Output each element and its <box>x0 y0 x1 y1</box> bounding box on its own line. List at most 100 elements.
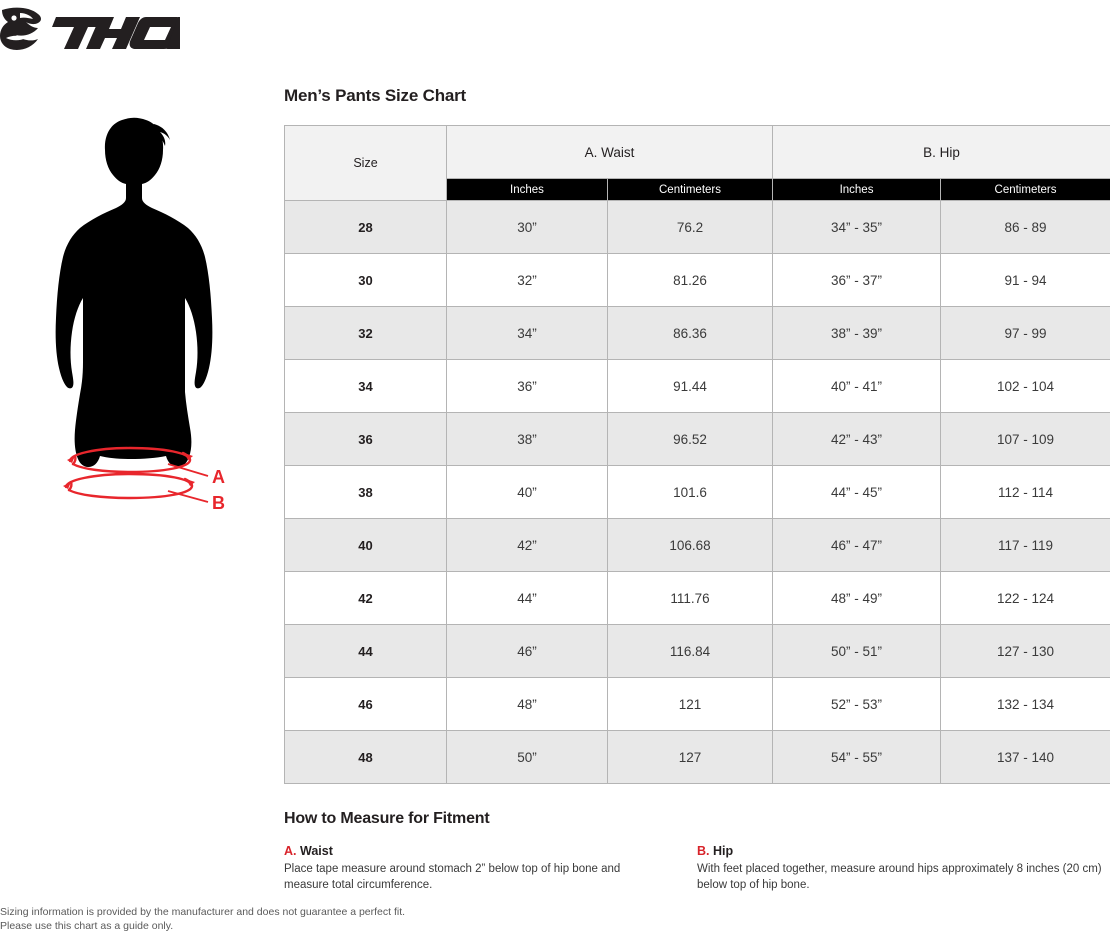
table-row: 34 36” 91.44 40” - 41” 102 - 104 <box>285 360 1110 413</box>
diagram-label-a: A <box>212 467 225 487</box>
how-to-item-waist: A. Waist Place tape measure around stoma… <box>284 844 697 893</box>
col-header-waist-centimeters: Centimeters <box>608 179 773 201</box>
table-head: Size A. Waist B. Hip Inches Centimeters … <box>285 126 1110 201</box>
cell-hip-inches: 44” - 45” <box>773 466 941 519</box>
cell-waist-inches: 40” <box>447 466 608 519</box>
how-to-name-waist: Waist <box>300 844 333 858</box>
male-body-silhouette-icon <box>56 118 213 691</box>
cell-hip-centimeters: 86 - 89 <box>941 201 1110 254</box>
col-header-hip-inches: Inches <box>773 179 941 201</box>
cell-hip-centimeters: 137 - 140 <box>941 731 1110 784</box>
cell-size: 38 <box>285 466 447 519</box>
cell-hip-inches: 40” - 41” <box>773 360 941 413</box>
table-row: 46 48” 121 52” - 53” 132 - 134 <box>285 678 1110 731</box>
cell-waist-inches: 48” <box>447 678 608 731</box>
cell-hip-inches: 52” - 53” <box>773 678 941 731</box>
how-to-item-hip: B. Hip With feet placed together, measur… <box>697 844 1110 893</box>
cell-waist-inches: 46” <box>447 625 608 678</box>
table-row: 30 32” 81.26 36” - 37” 91 - 94 <box>285 254 1110 307</box>
cell-hip-centimeters: 102 - 104 <box>941 360 1110 413</box>
cell-size: 42 <box>285 572 447 625</box>
cell-hip-inches: 48” - 49” <box>773 572 941 625</box>
table-row: 44 46” 116.84 50” - 51” 127 - 130 <box>285 625 1110 678</box>
col-header-hip-centimeters: Centimeters <box>941 179 1110 201</box>
cell-hip-inches: 54” - 55” <box>773 731 941 784</box>
cell-waist-centimeters: 96.52 <box>608 413 773 466</box>
thor-wordmark-icon <box>52 17 180 49</box>
diagram-label-b: B <box>212 493 225 513</box>
col-group-hip: B. Hip <box>773 126 1110 179</box>
cell-hip-centimeters: 97 - 99 <box>941 307 1110 360</box>
cell-waist-inches: 30” <box>447 201 608 254</box>
table-row: 42 44” 111.76 48” - 49” 122 - 124 <box>285 572 1110 625</box>
cell-hip-centimeters: 91 - 94 <box>941 254 1110 307</box>
how-to-measure-title: How to Measure for Fitment <box>284 810 1110 828</box>
thor-logo <box>0 4 180 56</box>
mark-letter-b: B. <box>697 844 710 858</box>
table-body: 28 30” 76.2 34” - 35” 86 - 89 30 32” 81.… <box>285 201 1110 784</box>
table-row: 32 34” 86.36 38” - 39” 97 - 99 <box>285 307 1110 360</box>
mark-letter-a: A. <box>284 844 297 858</box>
cell-waist-centimeters: 106.68 <box>608 519 773 572</box>
col-group-waist: A. Waist <box>447 126 773 179</box>
cell-hip-centimeters: 122 - 124 <box>941 572 1110 625</box>
cell-size: 48 <box>285 731 447 784</box>
cell-waist-centimeters: 121 <box>608 678 773 731</box>
page-title: Men’s Pants Size Chart <box>284 86 1110 106</box>
measurement-diagram: A B <box>18 112 263 692</box>
cell-waist-centimeters: 116.84 <box>608 625 773 678</box>
cell-size: 40 <box>285 519 447 572</box>
table-row: 40 42” 106.68 46” - 47” 117 - 119 <box>285 519 1110 572</box>
cell-waist-inches: 36” <box>447 360 608 413</box>
header-row-groups: Size A. Waist B. Hip <box>285 126 1110 179</box>
cell-waist-inches: 32” <box>447 254 608 307</box>
cell-waist-inches: 38” <box>447 413 608 466</box>
cell-hip-centimeters: 112 - 114 <box>941 466 1110 519</box>
cell-waist-centimeters: 76.2 <box>608 201 773 254</box>
disclaimer-line-1: Sizing information is provided by the ma… <box>0 905 700 919</box>
cell-hip-inches: 42” - 43” <box>773 413 941 466</box>
cell-size: 44 <box>285 625 447 678</box>
cell-size: 34 <box>285 360 447 413</box>
cell-hip-inches: 46” - 47” <box>773 519 941 572</box>
how-to-measure-section: How to Measure for Fitment A. Waist Plac… <box>284 810 1110 893</box>
cell-waist-centimeters: 91.44 <box>608 360 773 413</box>
cell-hip-centimeters: 117 - 119 <box>941 519 1110 572</box>
col-header-size: Size <box>285 126 447 201</box>
cell-waist-centimeters: 86.36 <box>608 307 773 360</box>
disclaimer-line-2: Please use this chart as a guide only. <box>0 919 700 933</box>
cell-hip-inches: 34” - 35” <box>773 201 941 254</box>
disclaimer: Sizing information is provided by the ma… <box>0 905 700 933</box>
cell-waist-centimeters: 101.6 <box>608 466 773 519</box>
cell-size: 28 <box>285 201 447 254</box>
table-row: 38 40” 101.6 44” - 45” 112 - 114 <box>285 466 1110 519</box>
cell-hip-inches: 50” - 51” <box>773 625 941 678</box>
cell-waist-centimeters: 111.76 <box>608 572 773 625</box>
cell-hip-inches: 38” - 39” <box>773 307 941 360</box>
cell-hip-centimeters: 127 - 130 <box>941 625 1110 678</box>
thor-helmet-icon <box>0 8 41 50</box>
how-to-name-hip: Hip <box>713 844 733 858</box>
cell-hip-inches: 36” - 37” <box>773 254 941 307</box>
how-to-text-hip: With feet placed together, measure aroun… <box>697 862 1110 893</box>
main-content: Men’s Pants Size Chart Size A. Waist B. … <box>284 86 1110 893</box>
cell-waist-inches: 34” <box>447 307 608 360</box>
col-header-waist-inches: Inches <box>447 179 608 201</box>
cell-hip-centimeters: 132 - 134 <box>941 678 1110 731</box>
cell-size: 30 <box>285 254 447 307</box>
cell-size: 32 <box>285 307 447 360</box>
cell-size: 46 <box>285 678 447 731</box>
cell-waist-inches: 44” <box>447 572 608 625</box>
table-row: 28 30” 76.2 34” - 35” 86 - 89 <box>285 201 1110 254</box>
cell-waist-inches: 42” <box>447 519 608 572</box>
cell-waist-centimeters: 127 <box>608 731 773 784</box>
table-row: 48 50” 127 54” - 55” 137 - 140 <box>285 731 1110 784</box>
size-chart-table: Size A. Waist B. Hip Inches Centimeters … <box>284 125 1110 784</box>
how-to-subtitle-waist: A. Waist <box>284 844 667 858</box>
cell-hip-centimeters: 107 - 109 <box>941 413 1110 466</box>
table-row: 36 38” 96.52 42” - 43” 107 - 109 <box>285 413 1110 466</box>
how-to-text-waist: Place tape measure around stomach 2” bel… <box>284 862 667 893</box>
cell-waist-inches: 50” <box>447 731 608 784</box>
how-to-subtitle-hip: B. Hip <box>697 844 1110 858</box>
cell-waist-centimeters: 81.26 <box>608 254 773 307</box>
